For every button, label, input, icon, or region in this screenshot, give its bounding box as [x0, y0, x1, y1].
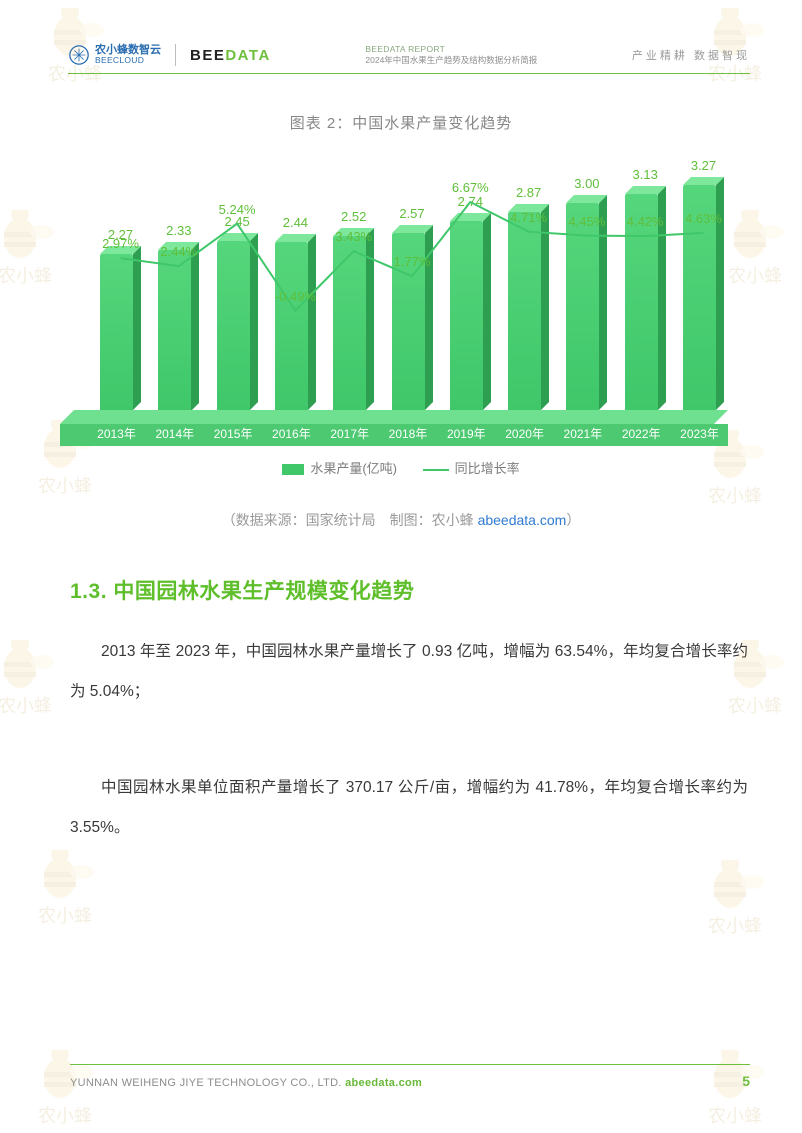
source-link[interactable]: abeedata.com: [478, 512, 567, 528]
growth-rate-label: 6.67%: [452, 180, 489, 195]
growth-rate-label: 5.24%: [219, 202, 256, 217]
legend-line-label: 同比增长率: [455, 461, 520, 476]
x-axis-label: 2013年: [97, 425, 136, 442]
growth-rate-label: 2.44%: [160, 244, 197, 259]
beecloud-icon: [68, 44, 90, 66]
section-heading: 1.3. 中国园林水果生产规模变化趋势: [70, 575, 414, 605]
page-footer: YUNNAN WEIHENG JIYE TECHNOLOGY CO., LTD.…: [70, 1064, 750, 1089]
footer-page-number: 5: [742, 1073, 750, 1089]
growth-rate-label: 4.42%: [627, 214, 664, 229]
x-axis-label: 2023年: [680, 425, 719, 442]
header-slogan: 产业精耕 数据智现: [632, 47, 750, 63]
header-report-meta: BEEDATA REPORT 2024年中国水果生产趋势及结构数据分析简报: [365, 44, 537, 65]
source-suffix: ）: [566, 512, 580, 528]
section-number: 1.3.: [70, 580, 107, 603]
chart-figure: 2.272.332.452.442.522.572.742.873.003.13…: [80, 162, 722, 470]
beecloud-logo: 农小蜂数智云 BEECLOUD: [68, 44, 161, 66]
watermark: 农小蜂: [720, 210, 802, 290]
legend-bar-swatch: [282, 464, 304, 475]
watermark: 农小蜂: [30, 1050, 120, 1130]
x-axis-label: 2021年: [564, 425, 603, 442]
svg-text:农小蜂: 农小蜂: [708, 486, 762, 506]
legend-bar-label: 水果产量(亿吨): [310, 461, 397, 476]
watermark: 农小蜂: [700, 1050, 790, 1130]
beedata-logo: BEEDATA: [190, 47, 271, 64]
chart-source: （数据来源：国家统计局 制图：农小蜂 abeedata.com）: [0, 510, 802, 530]
footer-company: YUNNAN WEIHENG JIYE TECHNOLOGY CO., LTD.…: [70, 1077, 422, 1089]
header-divider: [175, 44, 176, 66]
svg-text:农小蜂: 农小蜂: [38, 476, 92, 496]
paragraph-1: 2013 年至 2023 年，中国园林水果产量增长了 0.93 亿吨，增幅为 6…: [70, 632, 748, 713]
x-axis-label: 2022年: [622, 425, 661, 442]
svg-text:农小蜂: 农小蜂: [708, 1106, 762, 1126]
x-axis-label: 2020年: [505, 425, 544, 442]
svg-text:农小蜂: 农小蜂: [728, 266, 782, 286]
growth-rate-label: 2.97%: [102, 236, 139, 251]
watermark: 农小蜂: [0, 210, 80, 290]
growth-rate-label: 3.43%: [335, 229, 372, 244]
growth-line: [80, 162, 722, 410]
svg-text:农小蜂: 农小蜂: [0, 696, 52, 716]
x-axis-label: 2017年: [330, 425, 369, 442]
header-report-line1: BEEDATA REPORT: [365, 44, 537, 55]
growth-rate-label: -0.49%: [275, 289, 316, 304]
svg-text:农小蜂: 农小蜂: [0, 266, 52, 286]
growth-rate-label: 4.63%: [685, 211, 722, 226]
x-axis-label: 2015年: [214, 425, 253, 442]
growth-rate-label: 4.45%: [568, 214, 605, 229]
beecloud-en: BEECLOUD: [95, 56, 161, 65]
section-title: 中国园林水果生产规模变化趋势: [113, 580, 414, 603]
paragraph-2: 中国园林水果单位面积产量增长了 370.17 公斤/亩，增幅约为 41.78%，…: [70, 768, 748, 849]
chart-title: 图表 2：中国水果产量变化趋势: [0, 112, 802, 133]
footer-domain: abeedata.com: [345, 1077, 422, 1089]
page-header: 农小蜂数智云 BEECLOUD BEEDATA BEEDATA REPORT 2…: [68, 44, 750, 74]
svg-text:农小蜂: 农小蜂: [38, 906, 92, 926]
x-axis-label: 2016年: [272, 425, 311, 442]
source-prefix: （数据来源：国家统计局 制图：农小蜂: [222, 512, 478, 528]
svg-text:农小蜂: 农小蜂: [708, 916, 762, 936]
growth-rate-label: 4.71%: [510, 210, 547, 225]
chart-legend: 水果产量(亿吨) 同比增长率: [80, 458, 722, 477]
svg-text:农小蜂: 农小蜂: [38, 1106, 92, 1126]
x-axis-label: 2014年: [155, 425, 194, 442]
legend-line-swatch: [423, 469, 449, 471]
growth-rate-label: 1.77%: [394, 254, 431, 269]
header-report-line2: 2024年中国水果生产趋势及结构数据分析简报: [365, 55, 537, 66]
chart-x-axis: 2013年 2014年 2015年 2016年 2017年 2018年 2019年 2020年…: [80, 425, 722, 447]
watermark: 农小蜂: [700, 860, 790, 940]
x-axis-label: 2019年: [447, 425, 486, 442]
watermark: 农小蜂: [30, 850, 120, 930]
x-axis-label: 2018年: [389, 425, 428, 442]
watermark: 农小蜂: [0, 640, 80, 720]
chart-plot-area: 2.272.332.452.442.522.572.742.873.003.13…: [80, 162, 722, 410]
